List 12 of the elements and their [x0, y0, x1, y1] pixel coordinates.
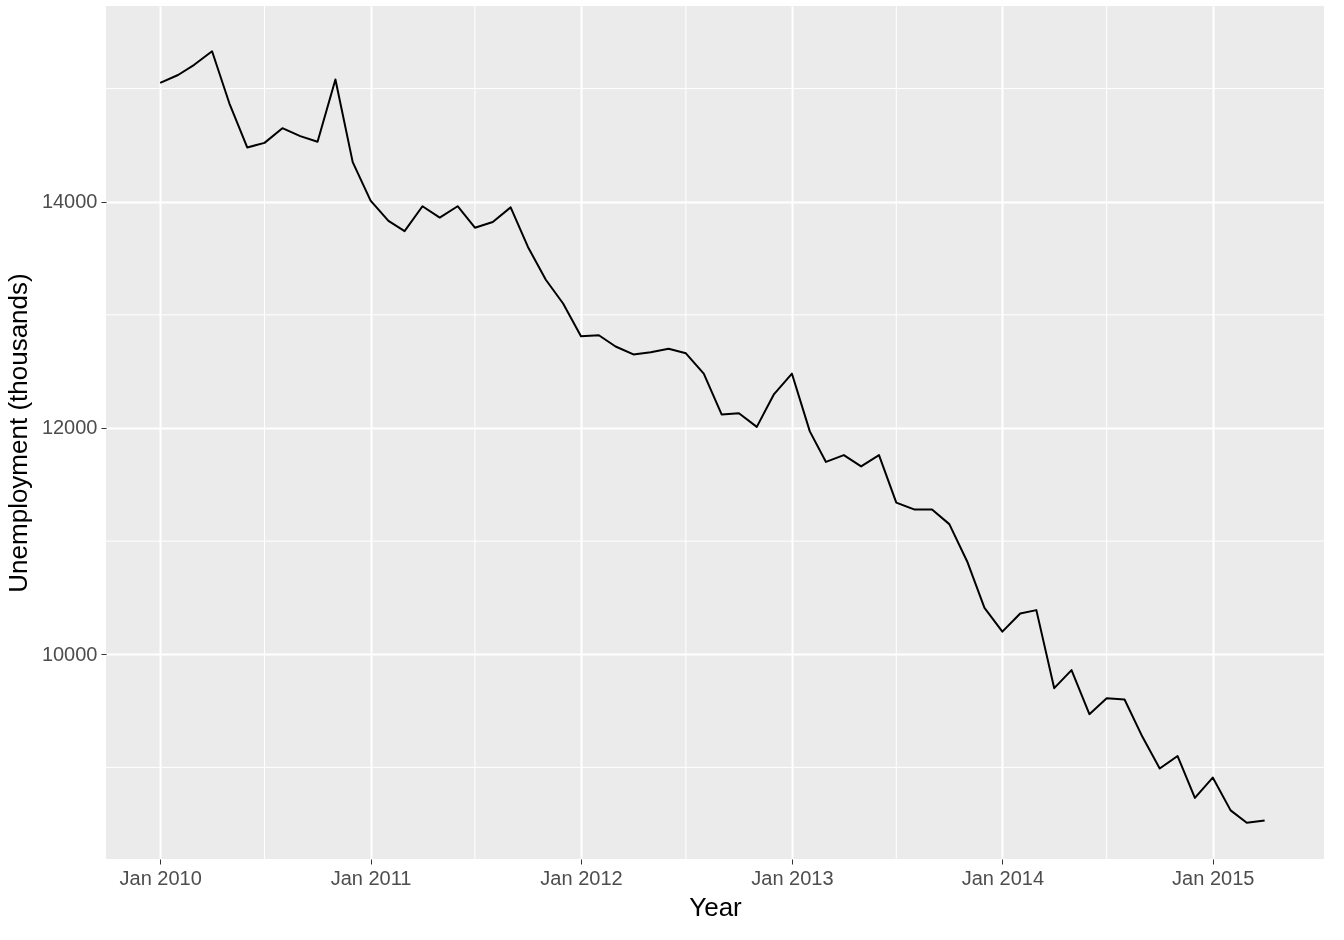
x-tick-label: Jan 2014: [961, 866, 1044, 889]
x-tick-label: Jan 2010: [119, 866, 202, 889]
y-tick-label: 12000: [41, 416, 98, 439]
y-tick-label: 10000: [41, 642, 98, 665]
x-tick-label: Jan 2013: [751, 866, 834, 889]
y-axis-title: Unemployment (thousands): [2, 273, 33, 593]
y-tick-label: 14000: [41, 190, 98, 213]
x-tick-label: Jan 2012: [540, 866, 623, 889]
line-series: [159, 50, 1266, 824]
x-tick-label: Jan 2011: [330, 866, 412, 889]
x-tick-label: Jan 2015: [1172, 866, 1255, 889]
x-axis-title: Year: [689, 891, 743, 922]
